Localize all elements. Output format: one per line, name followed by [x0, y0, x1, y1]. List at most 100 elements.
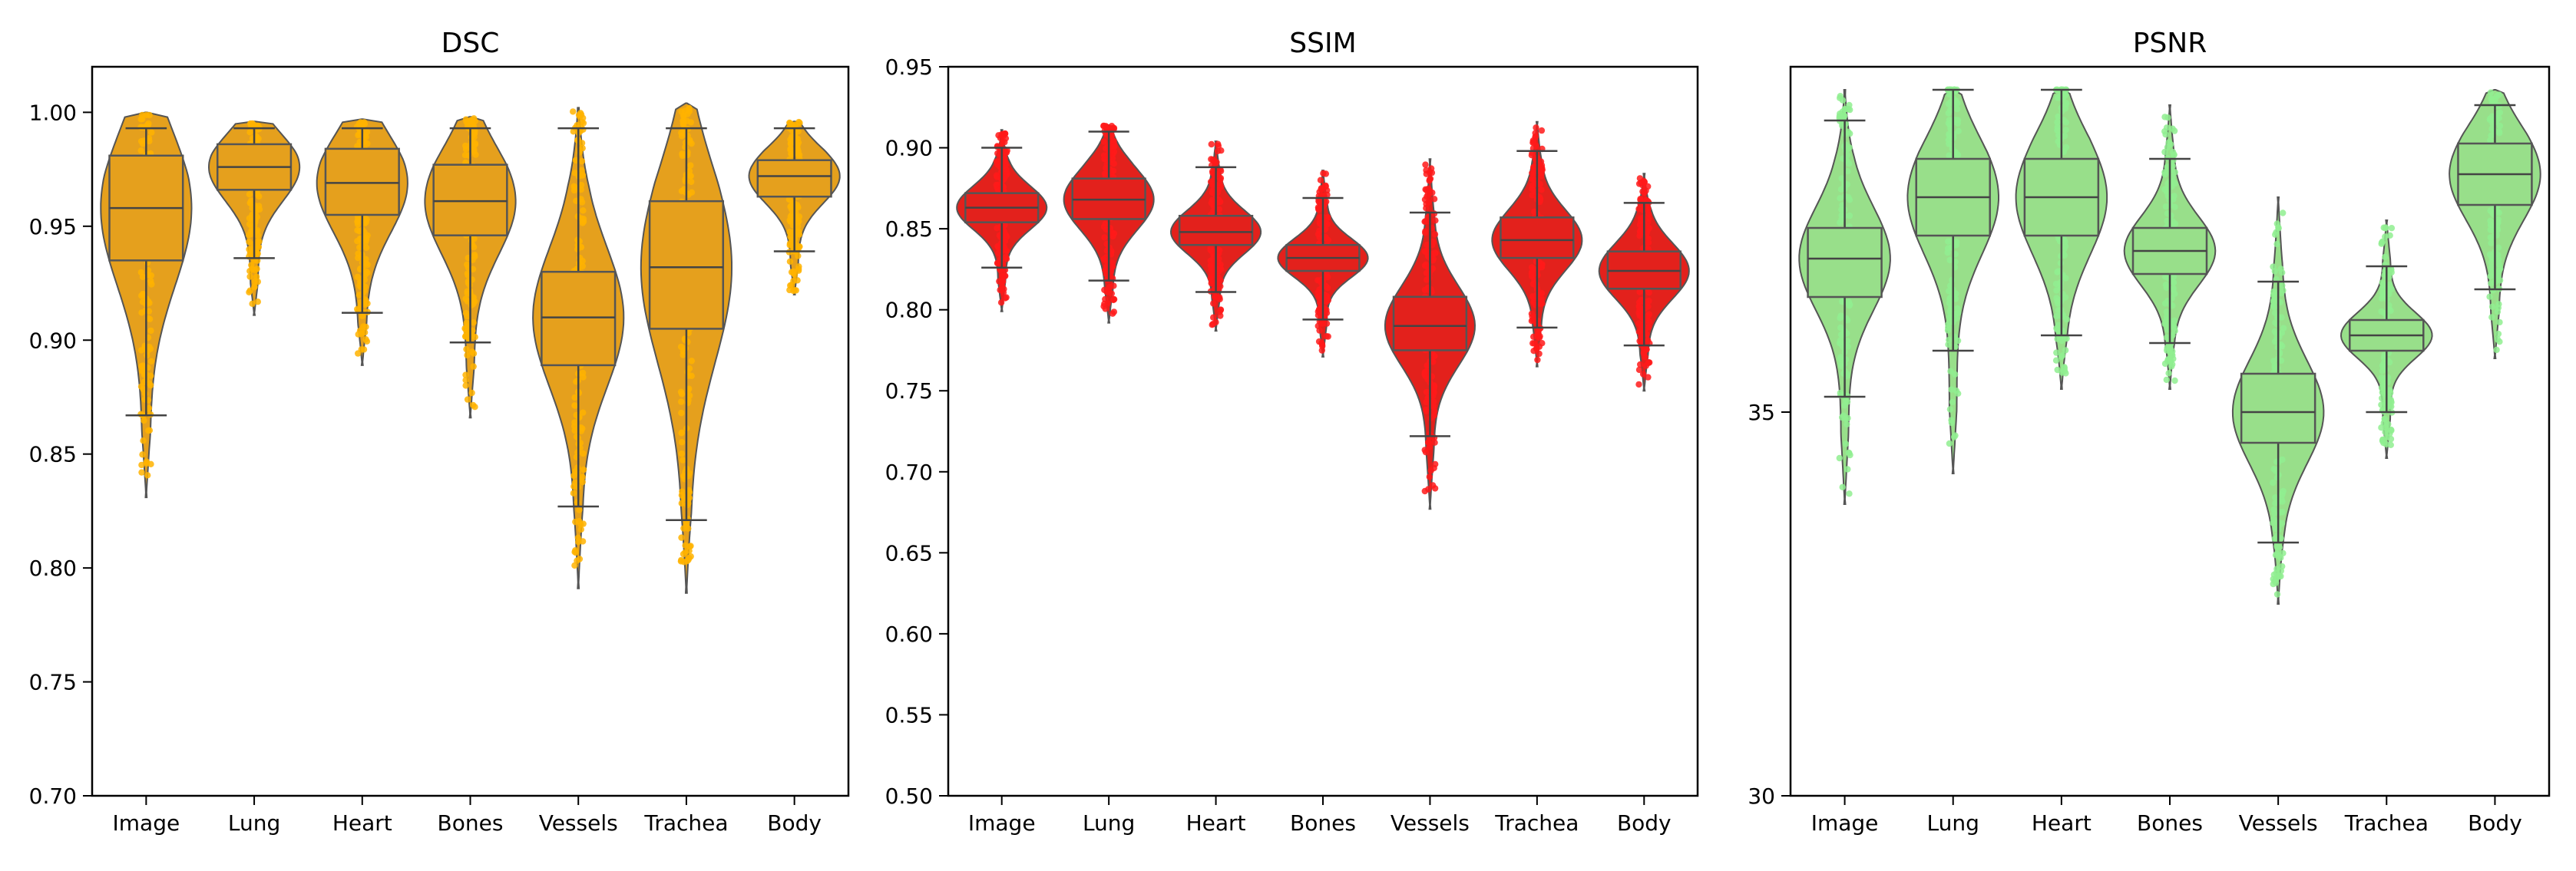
ssim-data-point: [1216, 198, 1223, 205]
psnr-data-point: [1846, 196, 1853, 203]
ssim-data-point: [1427, 467, 1434, 474]
psnr-data-point: [1837, 114, 1844, 120]
ssim-data-point: [1324, 213, 1331, 221]
psnr-data-point: [1946, 406, 1954, 413]
psnr-data-point: [2062, 119, 2069, 126]
psnr-data-point: [2164, 217, 2171, 225]
ssim-data-point: [1538, 186, 1545, 193]
dsc-data-point: [794, 203, 802, 210]
psnr-data-point: [2382, 225, 2389, 232]
ssim-data-point: [1215, 246, 1222, 253]
psnr-data-point: [2054, 269, 2061, 275]
dsc-data-point: [678, 500, 685, 507]
ssim-data-point: [1537, 167, 1545, 173]
dsc-data-point: [785, 196, 793, 203]
psnr-data-point: [2061, 133, 2068, 140]
ssim-data-point: [1635, 328, 1642, 335]
psnr-data-point: [2378, 239, 2386, 246]
dsc-data-point: [137, 116, 144, 123]
ssim-data-point: [1530, 348, 1537, 355]
dsc-data-point: [362, 234, 369, 241]
psnr-data-point: [1953, 106, 1961, 113]
psnr-data-point: [2386, 232, 2393, 239]
dsc-data-point: [571, 394, 578, 401]
ssim-data-point: [1529, 170, 1536, 177]
psnr-data-point: [2164, 144, 2171, 151]
ssim-data-point: [1218, 147, 1225, 154]
ssim-data-point: [1529, 340, 1536, 347]
psnr-bones-group: [2123, 104, 2217, 390]
dsc-data-point: [787, 218, 794, 225]
psnr-data-point: [1842, 356, 1850, 363]
psnr-data-point: [1946, 121, 1953, 128]
dsc-data-point: [464, 351, 471, 359]
ssim-ytick-label: 0.90: [885, 136, 933, 161]
dsc-xtick-label: Trachea: [643, 810, 728, 836]
psnr-data-point: [2271, 268, 2278, 275]
dsc-data-point: [364, 261, 371, 269]
dsc-axes-frame: [91, 65, 850, 797]
dsc-data-point: [795, 213, 803, 220]
dsc-data-point: [362, 134, 369, 140]
dsc-data-point: [471, 404, 478, 411]
psnr-data-point: [2062, 242, 2069, 250]
psnr-data-point: [2495, 128, 2503, 135]
dsc-data-point: [579, 479, 586, 486]
ssim-data-point: [1422, 406, 1430, 414]
dsc-data-point: [256, 238, 263, 245]
psnr-data-point: [2270, 302, 2277, 309]
dsc-xtick-label: Body: [767, 810, 822, 836]
ssim-data-point: [1316, 327, 1323, 334]
dsc-data-point: [686, 489, 693, 496]
psnr-data-point: [1950, 434, 1958, 440]
dsc-data-point: [687, 119, 695, 126]
psnr-data-point: [1953, 290, 1959, 297]
ssim-data-point: [1532, 134, 1539, 140]
dsc-data-point: [247, 197, 255, 204]
dsc-data-point: [355, 131, 362, 139]
psnr-data-point: [2279, 269, 2286, 276]
dsc-data-point: [570, 108, 577, 115]
psnr-data-point: [2495, 330, 2502, 338]
ssim-data-point: [1645, 324, 1652, 331]
psnr-data-point: [2169, 348, 2176, 355]
ssim-data-point: [1431, 231, 1439, 238]
psnr-data-point: [2272, 319, 2279, 326]
psnr-data-point: [2277, 554, 2284, 561]
ssim-data-point: [1100, 122, 1107, 130]
ssim-data-point: [1100, 138, 1107, 145]
ssim-data-point: [1426, 473, 1433, 480]
dsc-data-point: [688, 358, 695, 365]
psnr-title: PSNR: [2133, 28, 2207, 59]
dsc-data-point: [138, 461, 145, 469]
ssim-data-point: [1421, 286, 1429, 293]
dsc-data-point: [468, 389, 475, 397]
dsc-ytick-label: 0.95: [29, 214, 77, 239]
dsc-data-point: [571, 479, 579, 487]
psnr-data-point: [2054, 119, 2061, 126]
dsc-data-point: [256, 203, 263, 210]
ssim-data-point: [995, 249, 1002, 257]
psnr-data-point: [2386, 269, 2392, 276]
dsc-xtick-label: Bones: [438, 810, 504, 836]
dsc-image-group: [100, 111, 193, 499]
ssim-data-point: [1421, 196, 1429, 203]
ssim-data-point: [1635, 299, 1643, 306]
dsc-data-point: [572, 157, 579, 164]
ssim-data-point: [1529, 185, 1536, 193]
psnr-data-point: [1838, 362, 1845, 370]
dsc-data-point: [147, 372, 154, 379]
ssim-data-point: [1538, 264, 1546, 271]
ssim-data-point: [1215, 206, 1223, 213]
ssim-data-point: [1100, 303, 1107, 310]
psnr-data-point: [2272, 500, 2279, 506]
dsc-data-point: [246, 191, 253, 198]
ssim-data-point: [1208, 140, 1215, 148]
psnr-axes-frame: [1789, 65, 2551, 797]
dsc-data-point: [580, 409, 587, 416]
psnr-box: [2240, 372, 2316, 444]
ssim-ytick-label: 0.65: [885, 540, 933, 566]
psnr-data-point: [1844, 466, 1851, 473]
dsc-data-point: [148, 281, 155, 288]
dsc-data-point: [256, 193, 263, 200]
